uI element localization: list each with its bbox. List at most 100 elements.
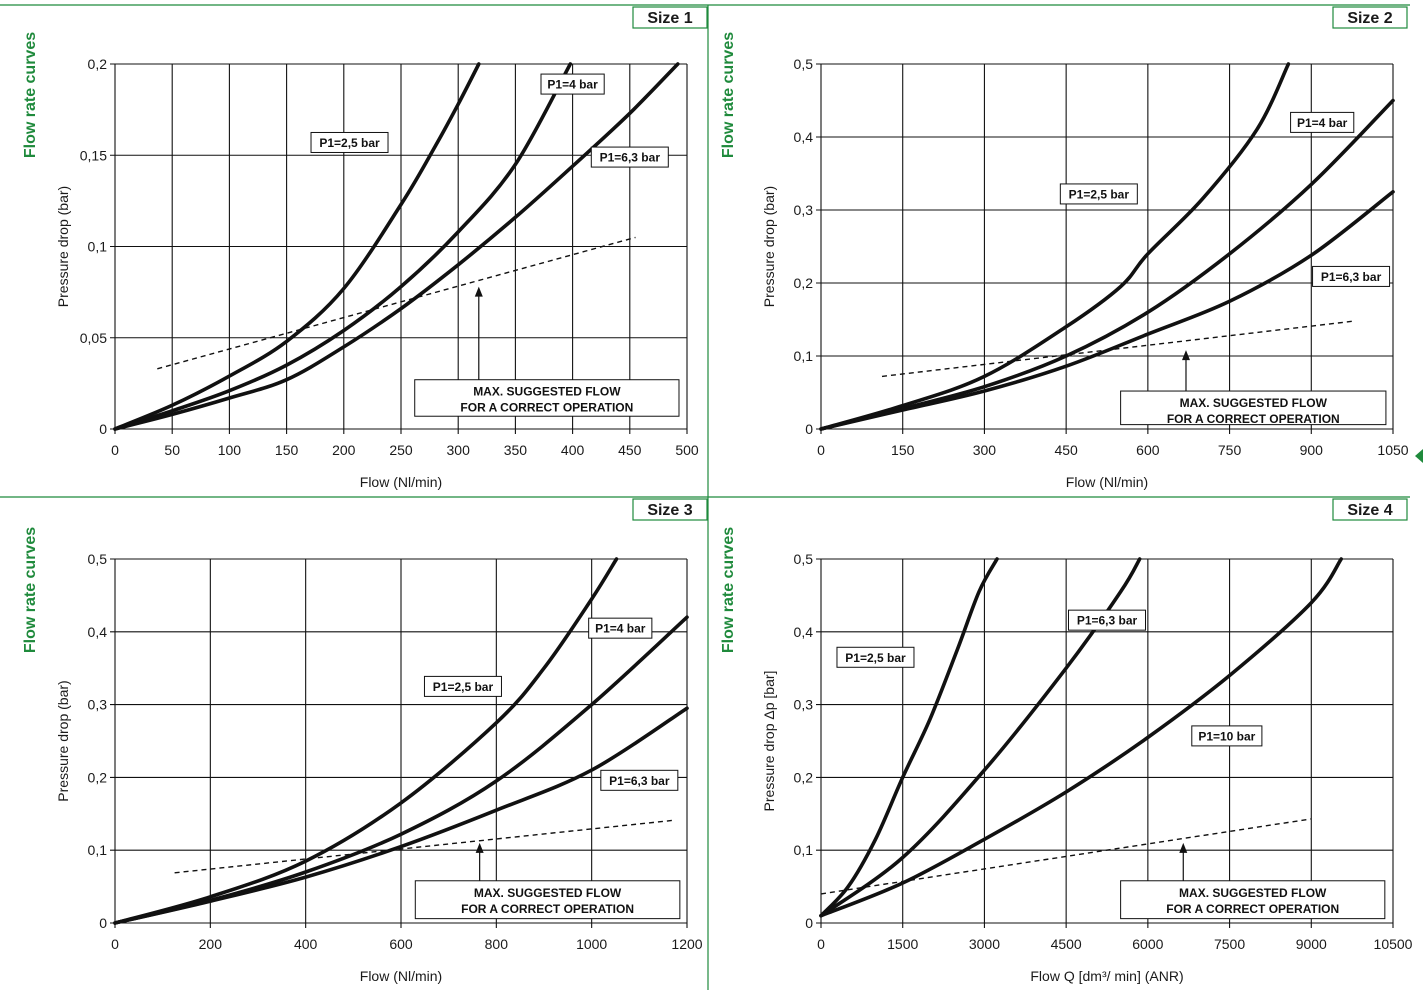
x-tick-label: 1200 bbox=[671, 936, 702, 952]
y-tick-label: 0,5 bbox=[88, 551, 108, 567]
series-line-2 bbox=[819, 98, 1395, 431]
series-label: P1=2,5 bar bbox=[836, 646, 915, 668]
note-box bbox=[1120, 880, 1386, 920]
y-axis-label: Pressure drop (bar) bbox=[55, 186, 71, 307]
x-tick-label: 450 bbox=[1054, 442, 1078, 458]
x-tick-label: 900 bbox=[1300, 442, 1324, 458]
note-line: MAX. SUGGESTED FLOW bbox=[1180, 396, 1328, 410]
panel-frame bbox=[0, 4, 1410, 990]
x-tick-label: 150 bbox=[275, 442, 299, 458]
y-tick-label: 0 bbox=[805, 915, 813, 931]
chart-panel-1: Size 1 Flow rate curves 0 50 100 150 200 250 300… bbox=[22, 6, 708, 490]
x-tick-label: 100 bbox=[218, 442, 242, 458]
side-label: Flow rate curves bbox=[720, 32, 737, 158]
suggested-flow-line bbox=[881, 320, 1355, 378]
note-arrow-icon bbox=[475, 842, 484, 853]
x-tick-label: 450 bbox=[618, 442, 642, 458]
grid: 0 50 100 150 200 250 300 350 400 450 500 0 0,05 0,1 0,… bbox=[80, 56, 699, 458]
y-tick-label: 0 bbox=[805, 421, 813, 437]
size-tag-box bbox=[1332, 498, 1408, 521]
size-tag-box bbox=[1332, 6, 1408, 29]
x-tick-label: 300 bbox=[447, 442, 471, 458]
size-tag-label: Size 1 bbox=[647, 10, 692, 27]
series-line-1 bbox=[819, 557, 999, 918]
note-line: MAX. SUGGESTED FLOW bbox=[473, 385, 621, 399]
side-label: Flow rate curves bbox=[22, 527, 39, 653]
x-tick-label: 800 bbox=[485, 936, 509, 952]
series-label-box bbox=[588, 617, 653, 639]
series-label-text: P1=4 bar bbox=[547, 78, 598, 92]
series-label: P1=2,5 bar bbox=[423, 675, 502, 697]
series-label-box bbox=[540, 73, 605, 95]
x-tick-label: 300 bbox=[973, 442, 997, 458]
x-tick-label: 50 bbox=[164, 442, 180, 458]
suggested-flow-note: MAX. SUGGESTED FLOW FOR A CORRECT OPERATI… bbox=[1120, 350, 1387, 426]
y-tick-label: 0,2 bbox=[88, 56, 108, 72]
x-tick-label: 0 bbox=[817, 936, 825, 952]
x-axis-label: Flow Q [dm³/ min] (ANR) bbox=[1030, 968, 1183, 984]
y-tick-label: 0,4 bbox=[88, 624, 108, 640]
y-tick-label: 0 bbox=[99, 421, 107, 437]
y-tick-label: 0 bbox=[99, 915, 107, 931]
suggested-flow-line bbox=[820, 818, 1312, 895]
y-axis-label: Pressure drop (bar) bbox=[761, 186, 777, 307]
series-label-text: P1=6,3 bar bbox=[609, 774, 670, 788]
series-label-text: P1=6,3 bar bbox=[1321, 270, 1382, 284]
y-tick-label: 0,3 bbox=[794, 697, 814, 713]
y-tick-label: 0,1 bbox=[88, 239, 108, 255]
x-tick-label: 10500 bbox=[1374, 936, 1413, 952]
series-line-1 bbox=[113, 557, 619, 925]
note-arrow-icon bbox=[1181, 350, 1190, 361]
y-tick-label: 0,15 bbox=[80, 147, 107, 163]
grid: 0 200 400 600 800 1000 1200 0 0,1 0,2 0,3 0,4 0,5 bbox=[88, 551, 703, 952]
x-axis-label: Flow (Nl/min) bbox=[1066, 474, 1148, 490]
x-tick-label: 7500 bbox=[1214, 936, 1245, 952]
chart-panel-3: Size 3 Flow rate curves 0 200 400 600 800 1000 1… bbox=[22, 498, 708, 984]
y-axis-label: Pressure drop Δp [bar] bbox=[761, 671, 777, 812]
y-tick-label: 0,2 bbox=[88, 769, 108, 785]
series-line-1 bbox=[819, 62, 1291, 431]
series-line-1 bbox=[113, 62, 481, 431]
series-label: P1=2,5 bar bbox=[1059, 183, 1138, 205]
x-tick-label: 0 bbox=[111, 442, 119, 458]
series-label-box bbox=[1068, 609, 1146, 631]
x-tick-label: 0 bbox=[817, 442, 825, 458]
series-line-2 bbox=[113, 62, 573, 431]
note-line: FOR A CORRECT OPERATION bbox=[1167, 412, 1340, 426]
suggested-flow-line bbox=[174, 819, 673, 874]
y-tick-label: 0,2 bbox=[794, 769, 814, 785]
note-line: MAX. SUGGESTED FLOW bbox=[1179, 886, 1327, 900]
size-tag: Size 2 bbox=[1332, 6, 1408, 29]
x-tick-label: 250 bbox=[389, 442, 413, 458]
y-tick-label: 0,5 bbox=[794, 56, 814, 72]
series-label-box bbox=[590, 146, 669, 168]
series-label-box bbox=[600, 769, 679, 791]
size-tag-label: Size 3 bbox=[647, 502, 692, 519]
series-label-box bbox=[836, 646, 915, 668]
x-axis-label: Flow (Nl/min) bbox=[360, 968, 442, 984]
note-line: MAX. SUGGESTED FLOW bbox=[474, 886, 622, 900]
x-tick-label: 1050 bbox=[1377, 442, 1408, 458]
side-label: Flow rate curves bbox=[720, 527, 737, 653]
y-tick-label: 0,05 bbox=[80, 330, 107, 346]
series-label-text: P1=6,3 bar bbox=[600, 151, 661, 165]
x-tick-label: 600 bbox=[389, 936, 413, 952]
series-label: P1=6,3 bar bbox=[1312, 265, 1391, 287]
series-label-text: P1=6,3 bar bbox=[1077, 614, 1138, 628]
note-arrow-icon bbox=[474, 286, 483, 297]
x-tick-label: 400 bbox=[561, 442, 585, 458]
size-tag: Size 1 bbox=[632, 6, 708, 29]
series-line-3 bbox=[113, 706, 689, 925]
series-label-box bbox=[1290, 111, 1355, 133]
x-tick-label: 200 bbox=[332, 442, 356, 458]
series-label-text: P1=2,5 bar bbox=[845, 651, 906, 665]
y-tick-label: 0,1 bbox=[88, 842, 108, 858]
y-tick-label: 0,2 bbox=[794, 275, 814, 291]
suggested-flow-note: MAX. SUGGESTED FLOW FOR A CORRECT OPERATI… bbox=[414, 842, 681, 920]
series-line-3 bbox=[819, 190, 1395, 431]
series-label-text: P1=2,5 bar bbox=[319, 136, 380, 150]
note-line: FOR A CORRECT OPERATION bbox=[461, 902, 634, 916]
note-box bbox=[414, 880, 681, 920]
series-label: P1=4 bar bbox=[540, 73, 605, 95]
